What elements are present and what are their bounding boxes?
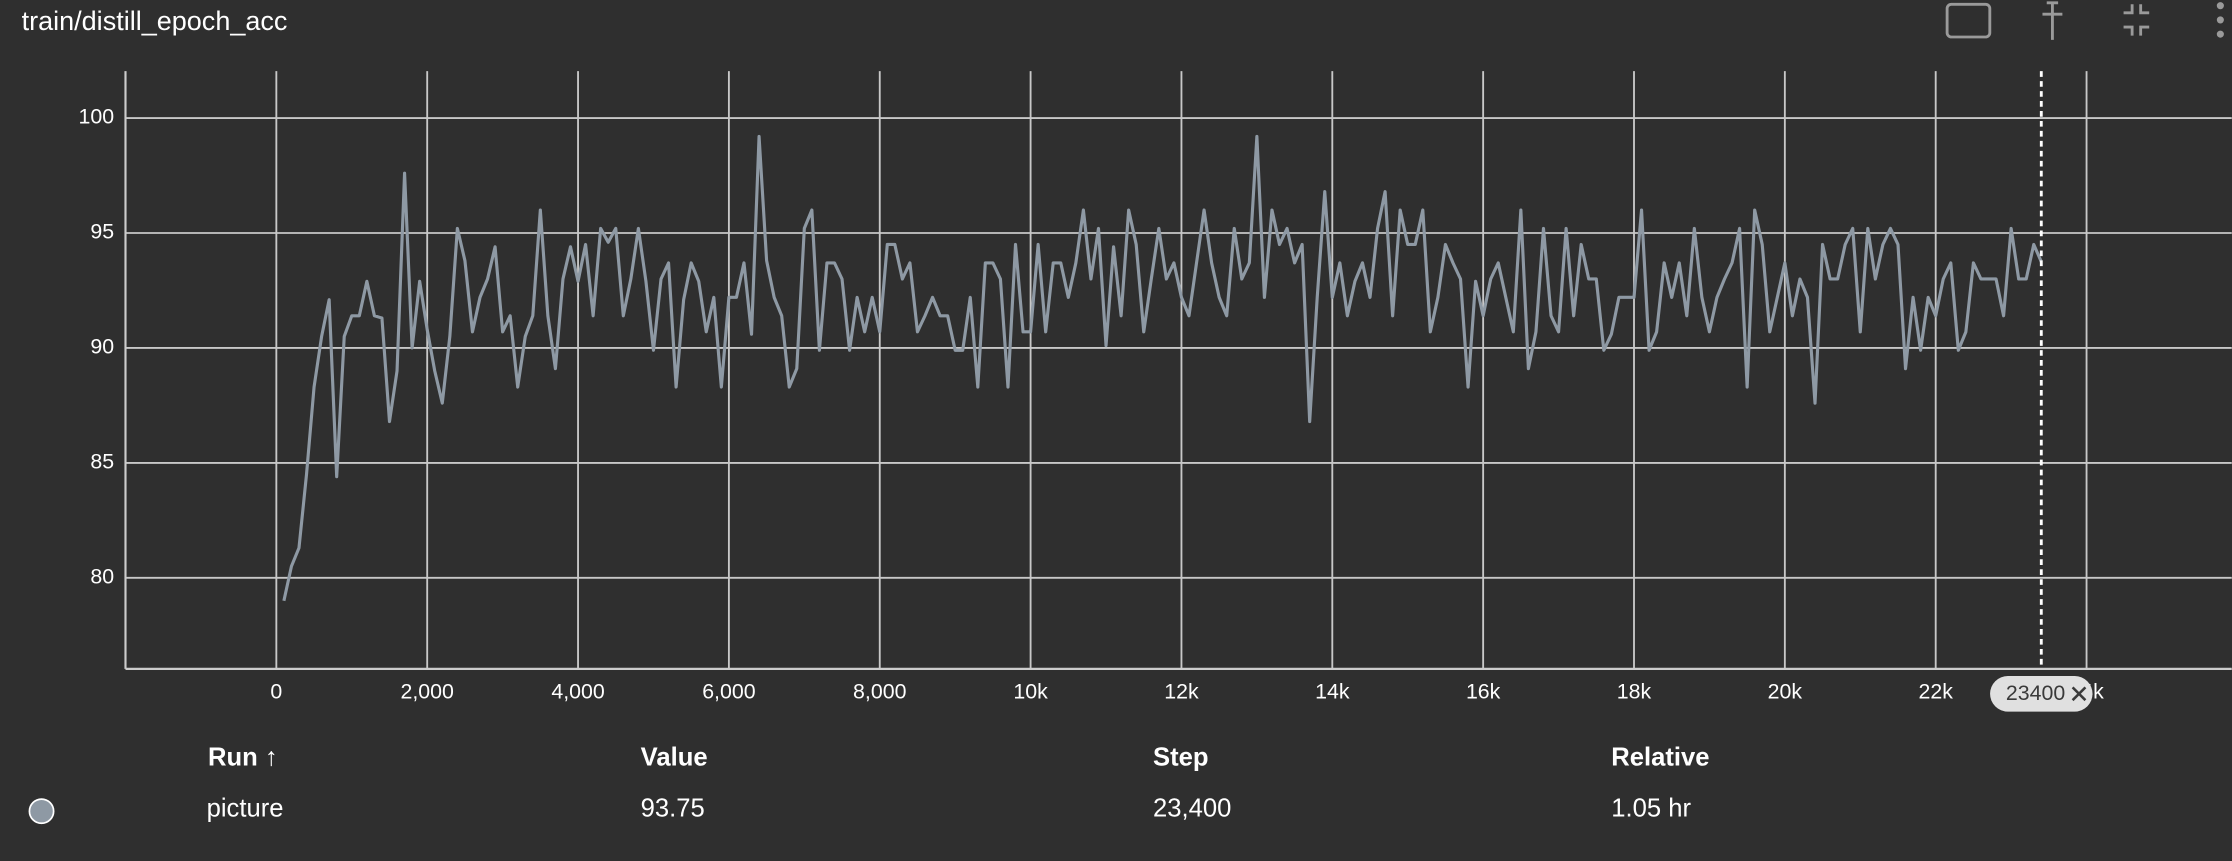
cursor-badge-label: 23400: [2006, 681, 2065, 705]
table-header[interactable]: Run ↑: [208, 743, 278, 771]
y-tick-label: 95: [90, 220, 114, 244]
x-tick-label: 10k: [1013, 680, 1048, 704]
x-tick-label: 4,000: [551, 680, 605, 704]
x-tick-label: 8,000: [853, 680, 907, 704]
x-tick-label: 2,000: [401, 680, 455, 704]
tick-labels: 80 85 90 95 100 0 2,000 4,000 6,000 8,000 10k 12k 14…: [79, 105, 2105, 704]
x-tick-label: 18k: [1617, 680, 1652, 704]
table-cell: 1.05 hr: [1611, 795, 1691, 823]
fit-domain-button[interactable]: [1945, 2, 1992, 39]
y-tick-label: 90: [90, 335, 114, 359]
run-color-swatch[interactable]: [28, 798, 55, 825]
run-table: Run ↑ Value Step Relative picture 93.75 23,400…: [28, 743, 1709, 825]
table-cell: picture: [207, 795, 284, 823]
grid: [125, 71, 2232, 669]
menu-button[interactable]: [2216, 16, 2224, 24]
table-cell: 23,400: [1153, 795, 1231, 823]
menu-button[interactable]: [2216, 2, 2224, 10]
y-tick-label: 80: [90, 564, 114, 588]
plot: [282, 71, 2043, 669]
table-header: Value: [641, 743, 708, 771]
cursor-badge-bg: [1990, 675, 2093, 712]
cursor-badge[interactable]: 23400: [1990, 675, 2093, 712]
table-header: Relative: [1611, 743, 1709, 771]
x-tick-label: 0: [270, 680, 282, 704]
chart-title: train/distill_epoch_acc: [22, 6, 288, 36]
data-line: [282, 134, 2043, 602]
x-tick-label: 6,000: [702, 680, 756, 704]
x-tick-label: 22k: [1919, 680, 1954, 704]
y-tick-label: 100: [79, 105, 115, 129]
cursor-badge-close[interactable]: [2071, 686, 2087, 702]
x-tick-label: 20k: [1768, 680, 1803, 704]
pin-button[interactable]: [2042, 1, 2063, 40]
toolbar[interactable]: [1945, 1, 2224, 40]
x-tick-label: 12k: [1164, 680, 1199, 704]
x-tick-label: 14k: [1315, 680, 1350, 704]
table-cell: 93.75: [641, 795, 705, 823]
x-tick-label: 16k: [1466, 680, 1501, 704]
table-header: Step: [1153, 743, 1209, 771]
collapse-button[interactable]: [2123, 4, 2150, 36]
menu-button[interactable]: [2216, 30, 2224, 38]
y-tick-label: 85: [90, 450, 114, 474]
